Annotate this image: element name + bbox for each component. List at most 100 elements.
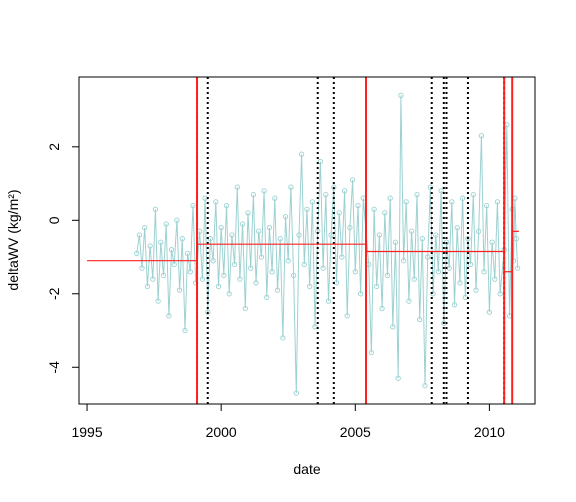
- series-layer: [134, 92, 521, 396]
- data-point: [411, 276, 417, 282]
- data-point: [476, 228, 482, 234]
- data-point: [285, 258, 291, 264]
- data-point: [307, 283, 313, 290]
- data-point: [457, 280, 463, 286]
- breakpoints: [196, 77, 514, 404]
- data-point: [272, 195, 278, 201]
- data-point: [465, 236, 471, 242]
- y-tick-label: -4: [46, 361, 62, 374]
- data-point: [309, 199, 316, 205]
- data-point: [347, 224, 353, 231]
- data-point: [226, 291, 232, 297]
- data-point: [134, 250, 140, 257]
- data-point: [158, 239, 164, 245]
- data-point: [320, 265, 326, 271]
- x-axis-title: date: [293, 461, 320, 477]
- data-point: [187, 269, 193, 275]
- data-point: [304, 206, 310, 212]
- data-point: [256, 228, 262, 234]
- data-point: [336, 210, 342, 216]
- data-point: [470, 191, 476, 198]
- data-point: [341, 188, 348, 194]
- data-point: [467, 261, 474, 268]
- data-point: [166, 313, 172, 319]
- data-point: [296, 232, 302, 238]
- data-point: [274, 287, 281, 293]
- data-point: [266, 224, 273, 231]
- data-point: [398, 92, 404, 99]
- x-tick-label: 2000: [206, 424, 237, 440]
- data-point: [163, 221, 169, 227]
- data-point: [481, 269, 487, 275]
- data-point: [352, 269, 358, 275]
- data-point: [215, 283, 222, 290]
- data-point: [176, 287, 183, 293]
- data-point: [459, 195, 466, 201]
- data-point: [152, 206, 159, 212]
- data-point: [168, 247, 175, 253]
- data-point: [245, 210, 251, 216]
- data-point: [349, 177, 356, 183]
- data-point: [229, 232, 235, 238]
- data-point: [323, 191, 329, 198]
- data-point: [190, 202, 196, 209]
- data-point: [210, 258, 216, 264]
- series-line: [136, 95, 519, 394]
- data-point: [174, 217, 180, 223]
- data-point: [408, 228, 415, 234]
- data-point: [422, 382, 428, 389]
- data-point: [371, 206, 377, 212]
- data-point: [438, 188, 444, 194]
- data-point: [414, 191, 420, 198]
- y-tick-label: -2: [46, 287, 62, 300]
- data-point: [242, 305, 248, 312]
- data-point: [325, 298, 332, 304]
- data-point: [147, 243, 153, 249]
- data-point: [513, 236, 519, 242]
- x-tick-label: 2005: [340, 424, 371, 440]
- data-point: [231, 261, 238, 268]
- data-point: [486, 309, 493, 315]
- data-point: [331, 184, 337, 190]
- data-point: [357, 291, 364, 297]
- data-point: [368, 349, 375, 356]
- data-point: [234, 184, 240, 190]
- data-point: [384, 272, 391, 279]
- data-point: [253, 280, 259, 286]
- data-point: [449, 199, 455, 205]
- data-point: [298, 151, 305, 157]
- data-point: [139, 265, 145, 271]
- data-point: [473, 287, 479, 293]
- data-point: [497, 291, 503, 297]
- data-point: [395, 375, 401, 381]
- data-point: [171, 261, 177, 268]
- data-point: [492, 276, 498, 282]
- data-point: [390, 324, 396, 330]
- data-point: [213, 199, 219, 205]
- data-point: [382, 210, 388, 216]
- data-point: [288, 184, 294, 190]
- data-point: [387, 195, 393, 201]
- y-axis-title: deltaWV (kg/m²): [5, 189, 21, 290]
- step-function: [87, 230, 519, 273]
- y-axis: -4 -2 0 2: [46, 143, 79, 374]
- data-point: [435, 269, 442, 275]
- data-point: [160, 272, 167, 279]
- data-point: [451, 302, 458, 308]
- data-point: [280, 335, 286, 341]
- data-point: [221, 272, 227, 279]
- data-point: [403, 199, 409, 205]
- data-point: [155, 298, 161, 304]
- data-point: [419, 236, 425, 242]
- data-point: [339, 254, 345, 260]
- data-point: [484, 202, 490, 209]
- data-point: [199, 276, 206, 282]
- data-point: [355, 202, 361, 209]
- data-point: [239, 221, 246, 227]
- data-point: [282, 213, 289, 220]
- data-point: [184, 250, 191, 257]
- data-point: [494, 199, 501, 205]
- y-tick-label: 0: [46, 216, 62, 224]
- data-point: [376, 232, 383, 238]
